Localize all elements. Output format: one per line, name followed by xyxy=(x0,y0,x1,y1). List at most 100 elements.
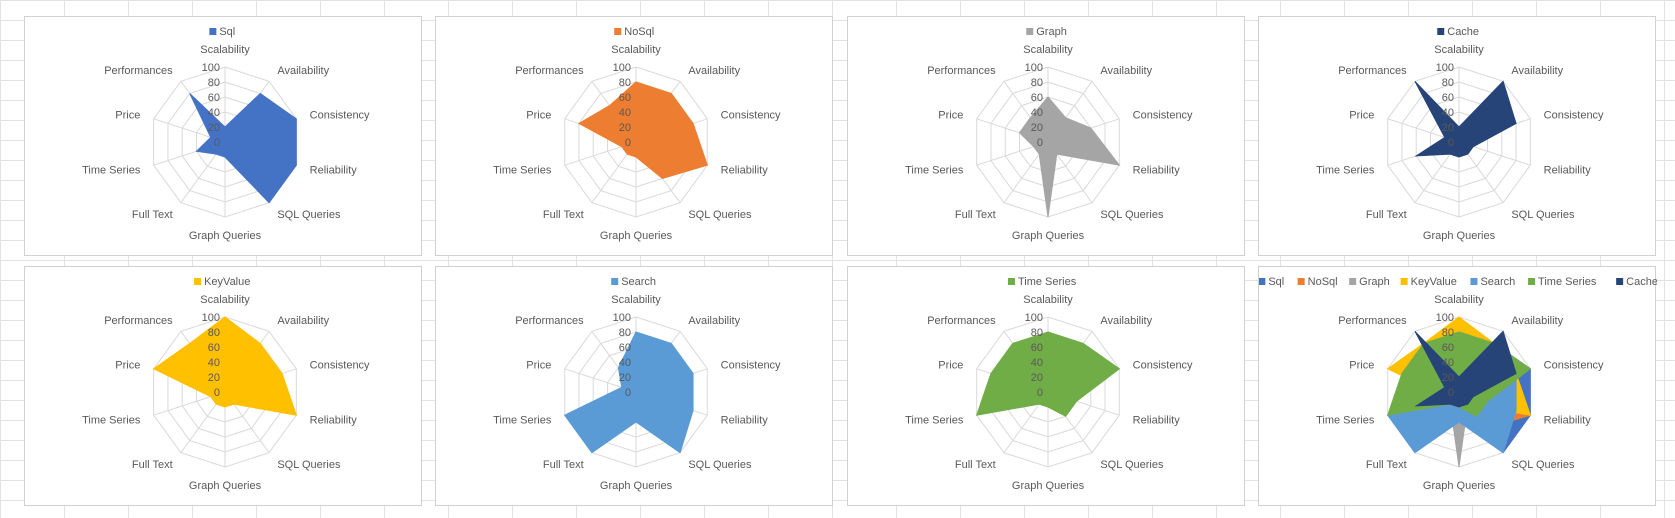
category-label-availability: Availability xyxy=(1100,315,1152,327)
legend-entry-nosql[interactable]: NoSql xyxy=(624,26,654,38)
tick-label: 20 xyxy=(1031,372,1043,384)
legend-swatch-sql xyxy=(1259,278,1266,285)
category-label-scalability: Scalability xyxy=(1434,294,1484,306)
radar-chart-search[interactable]: 0 20 40 60 80 100 Scalability Availability Consi… xyxy=(435,266,833,506)
category-label-price: Price xyxy=(938,109,963,121)
tick-label: 60 xyxy=(619,92,631,104)
legend-swatch-cache xyxy=(1437,28,1445,35)
radar-chart-nosql[interactable]: 0 20 40 60 80 100 Scalability Availability Consi… xyxy=(435,16,833,256)
legend-entry-sql[interactable]: Sql xyxy=(219,26,235,38)
category-label-reliability: Reliability xyxy=(1544,165,1592,177)
series-area-time-series[interactable] xyxy=(975,331,1121,417)
legend-swatch-nosql xyxy=(614,28,622,35)
tick-label: 80 xyxy=(1442,327,1454,339)
series-area-cache[interactable] xyxy=(1414,80,1517,158)
tick-label: 40 xyxy=(619,357,631,369)
radar-svg: 0 20 40 60 80 100 Scalability Availability Consi… xyxy=(82,276,370,492)
series-area-keyvalue[interactable] xyxy=(152,316,298,416)
legend-swatch-search xyxy=(611,278,619,285)
category-label-consistency: Consistency xyxy=(1544,109,1604,121)
radar-chart-combined[interactable]: 0 20 40 60 80 100 Scalability Availability Consi… xyxy=(1258,266,1657,506)
tick-label: 100 xyxy=(1436,62,1454,74)
tick-label: 40 xyxy=(1031,107,1043,119)
tick-label: 80 xyxy=(208,327,220,339)
series-area-cache[interactable] xyxy=(1414,330,1517,408)
legend-entry-nosql[interactable]: NoSql xyxy=(1308,276,1338,288)
tick-label: 40 xyxy=(619,107,631,119)
tick-label: 80 xyxy=(1031,327,1043,339)
category-label-full-text: Full Text xyxy=(955,209,996,221)
category-label-price: Price xyxy=(115,359,140,371)
series-area-graph[interactable] xyxy=(1018,96,1121,218)
category-label-price: Price xyxy=(115,109,140,121)
legend-swatch-time-series xyxy=(1528,278,1536,285)
radar-svg: 0 20 40 60 80 100 Scalability Availability Consi… xyxy=(905,26,1193,242)
category-label-scalability: Scalability xyxy=(200,44,250,56)
legend-swatch-keyvalue xyxy=(194,278,202,285)
radar-chart-sql[interactable]: 0 20 40 60 80 100 Scalability Availability Consi… xyxy=(24,16,422,256)
tick-label: 20 xyxy=(208,122,220,134)
legend-swatch-graph xyxy=(1349,278,1357,285)
series-area-sql[interactable] xyxy=(189,92,297,204)
radar-chart-cache[interactable]: 0 20 40 60 80 100 Scalability Availability Consi… xyxy=(1258,16,1656,256)
category-label-price: Price xyxy=(526,359,551,371)
tick-label: 40 xyxy=(208,107,220,119)
tick-label: 60 xyxy=(619,342,631,354)
tick-label: 0 xyxy=(625,137,631,149)
radar-chart-graph[interactable]: 0 20 40 60 80 100 Scalability Availability Consi… xyxy=(847,16,1245,256)
category-label-reliability: Reliability xyxy=(310,165,358,177)
series-area-nosql[interactable] xyxy=(577,81,708,179)
category-label-time-series: Time Series xyxy=(905,415,964,427)
category-label-scalability: Scalability xyxy=(1023,294,1073,306)
radar-svg: 0 20 40 60 80 100 Scalability Availability Consi… xyxy=(493,26,781,242)
category-label-time-series: Time Series xyxy=(1316,165,1375,177)
tick-label: 100 xyxy=(202,62,220,74)
legend-entry-sql[interactable]: Sql xyxy=(1268,276,1284,288)
category-label-graph-queries: Graph Queries xyxy=(1012,230,1085,242)
category-label-performances: Performances xyxy=(104,65,173,77)
tick-label: 80 xyxy=(1442,77,1454,89)
category-label-availability: Availability xyxy=(688,315,740,327)
radar-svg: 0 20 40 60 80 100 Scalability Availability Consi… xyxy=(82,26,370,242)
tick-label: 100 xyxy=(613,312,631,324)
category-label-price: Price xyxy=(1349,109,1374,121)
category-label-sql-queries: SQL Queries xyxy=(1100,209,1164,221)
legend-entry-keyvalue[interactable]: KeyValue xyxy=(204,276,250,288)
category-label-sql-queries: SQL Queries xyxy=(1511,459,1575,471)
legend-entry-time-series[interactable]: Time Series xyxy=(1018,276,1077,288)
legend-entry-cache[interactable]: Cache xyxy=(1626,276,1657,288)
legend-entry-keyvalue[interactable]: KeyValue xyxy=(1411,276,1457,288)
legend-entry-time-series[interactable]: Time Series xyxy=(1538,276,1597,288)
tick-label: 20 xyxy=(619,122,631,134)
category-label-consistency: Consistency xyxy=(310,109,370,121)
radar-chart-time-series[interactable]: 0 20 40 60 80 100 Scalability Availability Consi… xyxy=(847,266,1245,506)
tick-label: 20 xyxy=(208,372,220,384)
radar-chart-keyvalue[interactable]: 0 20 40 60 80 100 Scalability Availability Consi… xyxy=(24,266,422,506)
category-label-consistency: Consistency xyxy=(1133,359,1193,371)
tick-label: 100 xyxy=(202,312,220,324)
legend-entry-graph[interactable]: Graph xyxy=(1359,276,1390,288)
radar-svg: 0 20 40 60 80 100 Scalability Availability Consi… xyxy=(905,276,1193,492)
legend: Search xyxy=(611,276,656,288)
series-area-search[interactable] xyxy=(563,331,694,454)
category-label-full-text: Full Text xyxy=(955,459,996,471)
category-label-reliability: Reliability xyxy=(1133,165,1181,177)
category-label-price: Price xyxy=(526,109,551,121)
legend-entry-cache[interactable]: Cache xyxy=(1447,26,1479,38)
category-label-performances: Performances xyxy=(104,315,173,327)
legend-entry-graph[interactable]: Graph xyxy=(1036,26,1067,38)
tick-label: 40 xyxy=(1442,107,1454,119)
tick-label: 100 xyxy=(1436,312,1454,324)
legend-swatch-search xyxy=(1470,278,1478,285)
category-label-reliability: Reliability xyxy=(310,415,358,427)
tick-label: 0 xyxy=(625,387,631,399)
category-label-performances: Performances xyxy=(1338,65,1407,77)
category-label-time-series: Time Series xyxy=(905,165,964,177)
category-label-scalability: Scalability xyxy=(1434,44,1484,56)
tick-label: 0 xyxy=(214,387,220,399)
category-label-performances: Performances xyxy=(927,65,996,77)
legend-entry-search[interactable]: Search xyxy=(621,276,656,288)
category-label-graph-queries: Graph Queries xyxy=(600,230,673,242)
legend-entry-search[interactable]: Search xyxy=(1480,276,1515,288)
tick-label: 40 xyxy=(1031,357,1043,369)
